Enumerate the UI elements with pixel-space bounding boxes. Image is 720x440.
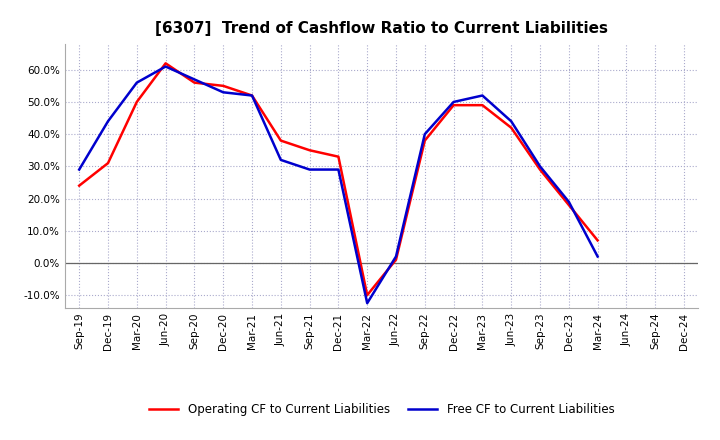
Free CF to Current Liabilities	[161, 64, 170, 69]
Free CF to Current Liabilities	[190, 77, 199, 82]
Operating CF to Current Liabilities	[276, 138, 285, 143]
Operating CF to Current Liabilities	[190, 80, 199, 85]
Free CF to Current Liabilities	[449, 99, 458, 105]
Legend: Operating CF to Current Liabilities, Free CF to Current Liabilities: Operating CF to Current Liabilities, Fre…	[144, 398, 619, 421]
Line: Free CF to Current Liabilities: Free CF to Current Liabilities	[79, 66, 598, 303]
Title: [6307]  Trend of Cashflow Ratio to Current Liabilities: [6307] Trend of Cashflow Ratio to Curren…	[155, 21, 608, 36]
Operating CF to Current Liabilities	[564, 202, 573, 208]
Operating CF to Current Liabilities	[392, 257, 400, 262]
Operating CF to Current Liabilities	[161, 61, 170, 66]
Free CF to Current Liabilities	[392, 254, 400, 259]
Operating CF to Current Liabilities	[449, 103, 458, 108]
Operating CF to Current Liabilities	[75, 183, 84, 188]
Free CF to Current Liabilities	[219, 90, 228, 95]
Free CF to Current Liabilities	[132, 80, 141, 85]
Free CF to Current Liabilities	[334, 167, 343, 172]
Operating CF to Current Liabilities	[363, 293, 372, 298]
Operating CF to Current Liabilities	[248, 93, 256, 98]
Operating CF to Current Liabilities	[334, 154, 343, 159]
Operating CF to Current Liabilities	[536, 167, 544, 172]
Free CF to Current Liabilities	[536, 164, 544, 169]
Free CF to Current Liabilities	[363, 301, 372, 306]
Free CF to Current Liabilities	[305, 167, 314, 172]
Line: Operating CF to Current Liabilities: Operating CF to Current Liabilities	[79, 63, 598, 295]
Operating CF to Current Liabilities	[507, 125, 516, 130]
Free CF to Current Liabilities	[276, 157, 285, 162]
Operating CF to Current Liabilities	[305, 147, 314, 153]
Operating CF to Current Liabilities	[219, 83, 228, 88]
Operating CF to Current Liabilities	[104, 161, 112, 166]
Free CF to Current Liabilities	[564, 199, 573, 205]
Free CF to Current Liabilities	[248, 93, 256, 98]
Operating CF to Current Liabilities	[132, 99, 141, 105]
Free CF to Current Liabilities	[104, 119, 112, 124]
Free CF to Current Liabilities	[478, 93, 487, 98]
Operating CF to Current Liabilities	[478, 103, 487, 108]
Free CF to Current Liabilities	[420, 132, 429, 137]
Free CF to Current Liabilities	[507, 119, 516, 124]
Free CF to Current Liabilities	[593, 254, 602, 259]
Operating CF to Current Liabilities	[593, 238, 602, 243]
Free CF to Current Liabilities	[75, 167, 84, 172]
Operating CF to Current Liabilities	[420, 138, 429, 143]
